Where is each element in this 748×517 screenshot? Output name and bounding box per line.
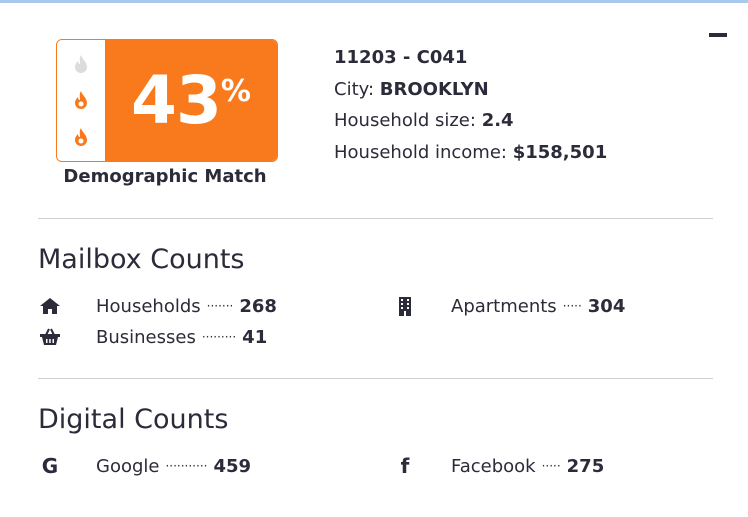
dot-leader: ···········: [165, 459, 208, 473]
area-info: 11203 - C041 City: BROOKLYN Household si…: [334, 42, 607, 168]
item-label: Apartments: [451, 295, 557, 317]
household-income-value: $158,501: [512, 141, 608, 163]
item-value: 268: [239, 295, 277, 317]
item-label: Google: [96, 455, 160, 477]
household-size-label: Household size:: [334, 110, 476, 131]
badge-label: Demographic Match: [63, 166, 267, 187]
city-label: City:: [334, 78, 375, 100]
area-title: 11203 - C041: [334, 47, 468, 68]
match-percentage: 43%: [105, 40, 277, 161]
home-icon: [38, 296, 62, 316]
flame-icon-inactive: [75, 55, 87, 74]
dot-leader: ·······: [206, 299, 234, 313]
item-value: 304: [587, 295, 626, 317]
match-value: 43: [131, 62, 222, 139]
mailbox-heading: Mailbox Counts: [38, 244, 245, 275]
item-value: 275: [566, 455, 605, 477]
dot-leader: ·····: [562, 299, 582, 313]
city-value: BROOKLYN: [379, 78, 489, 100]
digital-item-facebook: f Facebook ····· 275: [393, 454, 605, 478]
minimize-button[interactable]: [709, 33, 727, 37]
mailbox-item-apartments: Apartments ····· 304: [393, 294, 625, 318]
match-unit: %: [220, 74, 251, 109]
item-label: Households: [96, 295, 201, 317]
item-label: Facebook: [451, 455, 536, 477]
item-label: Businesses: [96, 326, 196, 348]
flame-rating: [57, 40, 105, 161]
dot-leader: ·····: [541, 459, 561, 473]
digital-item-google: G Google ··········· 459: [38, 454, 251, 478]
dot-leader: ·········: [201, 330, 237, 344]
digital-heading: Digital Counts: [38, 404, 229, 435]
divider: [38, 378, 713, 379]
building-icon: [393, 296, 417, 316]
household-income-label: Household income:: [334, 141, 507, 163]
item-value: 41: [242, 326, 268, 348]
mailbox-item-businesses: Businesses ········· 41: [38, 325, 267, 349]
basket-icon: [38, 327, 62, 347]
map-edge: [0, 0, 748, 3]
demographic-match-badge: 43%: [56, 39, 278, 162]
facebook-icon: f: [400, 454, 410, 478]
item-value: 459: [213, 455, 252, 477]
mailbox-item-households: Households ······· 268: [38, 294, 277, 318]
google-icon: G: [41, 454, 59, 478]
flame-icon: [75, 127, 87, 146]
household-size-value: 2.4: [481, 110, 514, 131]
divider: [38, 218, 713, 219]
flame-icon: [75, 91, 87, 110]
